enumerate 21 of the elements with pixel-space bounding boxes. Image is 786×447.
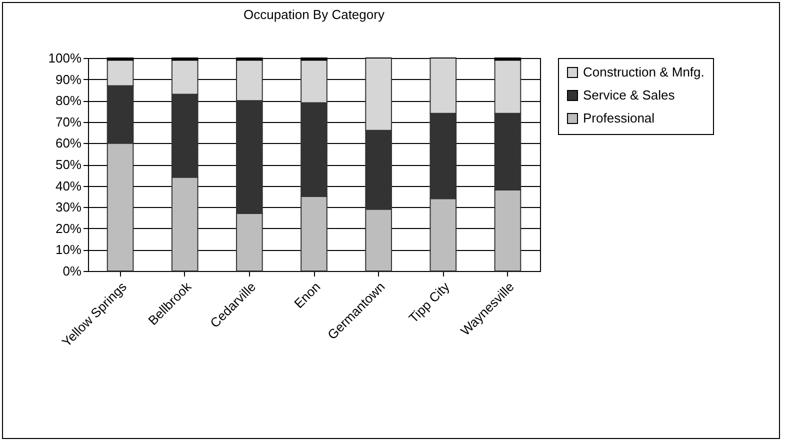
y-tick-label: 30% bbox=[55, 200, 82, 215]
y-tick-label: 20% bbox=[55, 220, 82, 236]
bar bbox=[236, 58, 263, 61]
y-tick-label: 90% bbox=[55, 72, 82, 87]
y-tick-label: 100% bbox=[48, 50, 82, 66]
bar bbox=[494, 58, 522, 61]
x-tick-label: Tipp City bbox=[406, 278, 453, 326]
legend-label: Service & Sales bbox=[583, 88, 676, 102]
bar bbox=[171, 58, 198, 61]
y-tick-label: 50% bbox=[55, 157, 82, 172]
y-tick-label: 80% bbox=[55, 93, 82, 108]
y-tick-label: 70% bbox=[55, 114, 82, 130]
y-tick-label: 40% bbox=[55, 178, 82, 194]
bar bbox=[300, 58, 328, 61]
y-tick-label: 0% bbox=[62, 264, 82, 278]
bar bbox=[106, 58, 134, 61]
legend-label: Construction & Mnfg. bbox=[583, 64, 704, 80]
chart-title: Occupation By Category bbox=[244, 7, 385, 22]
y-tick-label: 60% bbox=[55, 136, 82, 151]
y-tick-label: 10% bbox=[55, 242, 82, 258]
legend-label: Professional bbox=[583, 110, 655, 126]
